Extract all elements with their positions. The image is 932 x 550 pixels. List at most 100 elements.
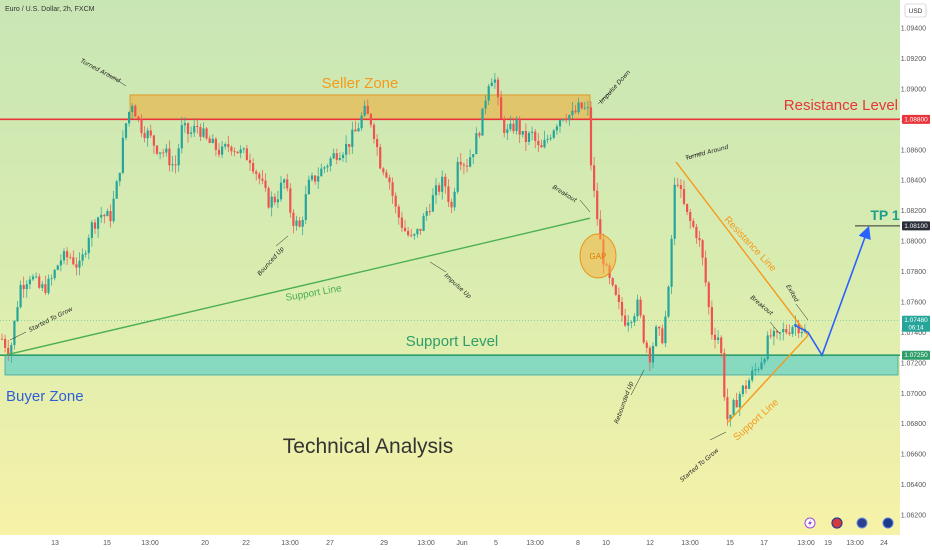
candle bbox=[84, 250, 87, 258]
candle bbox=[407, 227, 410, 238]
candle bbox=[732, 398, 735, 416]
eu-flag-icon[interactable] bbox=[856, 517, 868, 529]
candle bbox=[214, 137, 217, 156]
candle bbox=[369, 112, 372, 128]
currency-button[interactable]: USD bbox=[904, 3, 927, 18]
candle bbox=[292, 209, 295, 234]
candle bbox=[589, 101, 593, 171]
candle bbox=[593, 157, 596, 198]
candle bbox=[667, 285, 670, 319]
candle bbox=[574, 104, 577, 114]
time-axis[interactable] bbox=[0, 535, 900, 550]
candle bbox=[388, 174, 391, 190]
candle bbox=[400, 211, 403, 232]
candle bbox=[307, 175, 310, 195]
resistance-trendline bbox=[675, 161, 809, 336]
price-tag-countdown: 06:14 bbox=[908, 326, 924, 332]
candle bbox=[81, 248, 84, 266]
candle bbox=[655, 324, 658, 348]
levels-layer bbox=[0, 118, 900, 357]
candle bbox=[62, 248, 66, 265]
candle bbox=[196, 117, 199, 134]
support-level-label: Support Level bbox=[406, 333, 499, 350]
candle bbox=[242, 147, 245, 154]
price-labels: 1.08800 1.08100 1.07480 06:14 1.07250 bbox=[902, 114, 930, 360]
candle bbox=[531, 126, 534, 141]
triangle-support-trendline bbox=[727, 334, 809, 423]
candle bbox=[651, 342, 655, 369]
candle bbox=[512, 117, 515, 134]
candle bbox=[59, 254, 62, 272]
candle bbox=[800, 330, 803, 338]
candle bbox=[134, 104, 137, 117]
candle bbox=[475, 127, 478, 155]
candle bbox=[115, 179, 118, 200]
price-tag-value: 1.08100 bbox=[904, 223, 928, 230]
candle bbox=[0, 333, 4, 340]
y-tick-label: 1.06800 bbox=[901, 421, 926, 428]
candle bbox=[469, 149, 472, 168]
candle bbox=[180, 116, 183, 154]
candle bbox=[320, 163, 323, 177]
candle bbox=[245, 144, 248, 161]
candle bbox=[332, 148, 335, 160]
candle bbox=[97, 216, 100, 238]
candle bbox=[580, 101, 583, 110]
candle bbox=[686, 203, 689, 216]
buyer-zone bbox=[4, 354, 899, 376]
candle bbox=[459, 152, 462, 171]
price-axis[interactable] bbox=[900, 0, 932, 550]
candle bbox=[506, 123, 509, 140]
x-tick-label: 22 bbox=[242, 540, 250, 547]
candle bbox=[146, 127, 149, 147]
circle-icon[interactable] bbox=[882, 517, 894, 529]
candle bbox=[295, 215, 298, 231]
candle bbox=[735, 392, 738, 408]
candle bbox=[267, 186, 270, 209]
candle bbox=[186, 122, 190, 143]
candle bbox=[44, 275, 47, 296]
candle bbox=[50, 274, 53, 286]
x-tick-label: 13:00 bbox=[526, 540, 544, 547]
candle bbox=[720, 335, 723, 358]
candle bbox=[565, 113, 568, 124]
candle bbox=[496, 76, 500, 106]
x-tick-label: Jun bbox=[456, 540, 467, 547]
candle bbox=[701, 238, 704, 266]
candle bbox=[416, 228, 419, 238]
y-tick-label: 1.07000 bbox=[901, 391, 926, 398]
support-trendline bbox=[4, 217, 591, 356]
candle bbox=[177, 143, 180, 172]
candle bbox=[453, 187, 456, 211]
candle bbox=[118, 172, 121, 187]
candle bbox=[645, 340, 648, 354]
candle bbox=[698, 230, 701, 247]
candle bbox=[273, 193, 276, 206]
candle bbox=[431, 188, 434, 213]
candle bbox=[162, 149, 165, 158]
candle bbox=[109, 204, 112, 228]
x-tick-label: 20 bbox=[201, 540, 209, 547]
candle bbox=[236, 151, 239, 154]
x-tick-label: 13:00 bbox=[281, 540, 299, 547]
candle bbox=[345, 135, 348, 163]
candle bbox=[279, 176, 283, 202]
candle bbox=[289, 183, 292, 218]
candle bbox=[766, 331, 769, 361]
candle bbox=[562, 118, 565, 122]
candle bbox=[689, 208, 692, 229]
candle bbox=[16, 300, 19, 323]
candle bbox=[586, 100, 589, 116]
candle bbox=[56, 264, 59, 271]
candle bbox=[143, 126, 146, 143]
candle bbox=[224, 142, 227, 150]
symbol-title: Euro / U.S. Dollar, 2h, FXCM bbox=[5, 6, 95, 13]
candle bbox=[357, 122, 360, 132]
candle bbox=[546, 134, 549, 144]
y-tick-label: 1.07600 bbox=[901, 299, 926, 306]
candle bbox=[527, 130, 531, 146]
us-flag-icon[interactable] bbox=[831, 517, 843, 529]
candle bbox=[354, 121, 357, 132]
candle bbox=[754, 363, 757, 376]
